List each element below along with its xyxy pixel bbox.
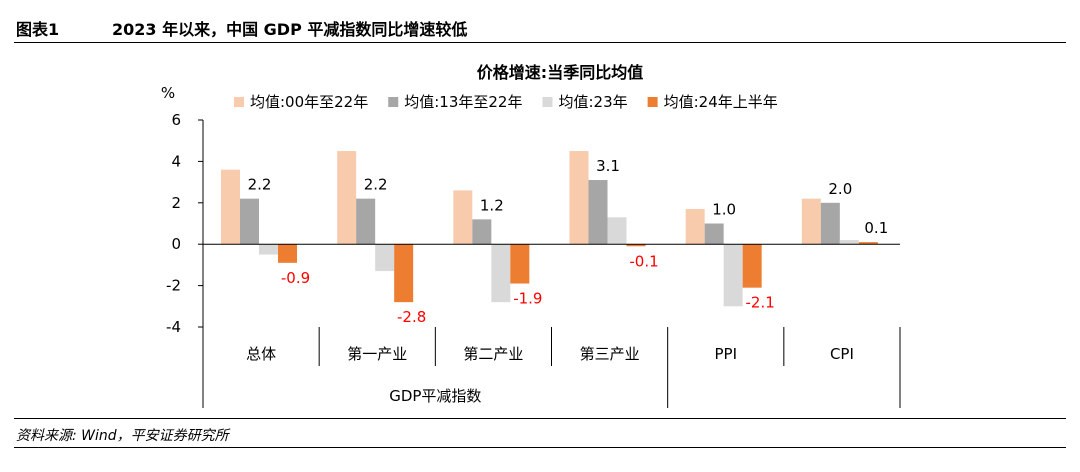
y-tick-label-4: -2 bbox=[166, 277, 181, 295]
legend-label-2: 均值:23年 bbox=[558, 93, 627, 111]
bar-3-1 bbox=[394, 244, 414, 303]
data-label-gray-1: 2.2 bbox=[364, 176, 388, 194]
data-label-gray-4: 1.0 bbox=[712, 201, 736, 219]
bar-3-2 bbox=[510, 244, 530, 284]
data-label-orange-4: -2.1 bbox=[746, 294, 775, 312]
data-label-orange-0: -0.9 bbox=[281, 269, 310, 287]
bar-1-4 bbox=[704, 223, 724, 245]
category-label-2: 第二产业 bbox=[463, 345, 523, 363]
legend-label-1: 均值:13年至22年 bbox=[404, 93, 522, 111]
category-label-1: 第一产业 bbox=[347, 345, 407, 363]
legend-swatch-3 bbox=[647, 97, 658, 107]
data-label-orange-2: -1.9 bbox=[513, 290, 542, 308]
data-label-gray-2: 1.2 bbox=[480, 196, 504, 214]
bar-3-3 bbox=[626, 244, 646, 247]
bar-3-5 bbox=[858, 242, 878, 245]
legend-swatch-2 bbox=[542, 97, 553, 107]
bar-2-2 bbox=[491, 244, 511, 303]
bar-0-4 bbox=[685, 209, 705, 245]
bar-0-5 bbox=[801, 198, 821, 245]
y-tick-label-2: 2 bbox=[171, 194, 181, 212]
source-note: 资料来源: Wind，平安证券研究所 bbox=[16, 428, 229, 444]
bar-1-1 bbox=[356, 198, 376, 245]
figure-footer: 资料来源: Wind，平安证券研究所 bbox=[14, 418, 1066, 448]
figure-header: 图表1 2023 年以来，中国 GDP 平减指数同比增速较低 bbox=[14, 4, 1066, 43]
bar-1-2 bbox=[472, 219, 492, 245]
group-label: GDP平减指数 bbox=[389, 387, 481, 405]
figure-label: 图表1 bbox=[16, 20, 60, 39]
bar-1-3 bbox=[588, 180, 608, 245]
bar-2-0 bbox=[259, 244, 278, 255]
bar-0-2 bbox=[453, 190, 473, 245]
y-tick-label-5: -4 bbox=[166, 318, 181, 336]
bar-2-5 bbox=[839, 240, 859, 245]
data-label-orange-5: 0.1 bbox=[864, 219, 888, 237]
category-label-0: 总体 bbox=[246, 345, 276, 363]
bar-2-1 bbox=[375, 244, 395, 272]
category-label-4: PPI bbox=[714, 345, 737, 363]
bar-1-0 bbox=[240, 198, 259, 245]
bar-3-0 bbox=[278, 244, 297, 263]
legend-swatch-0 bbox=[234, 97, 244, 107]
data-label-gray-0: 2.2 bbox=[248, 176, 272, 194]
bar-2-4 bbox=[723, 244, 743, 307]
figure-title: 2023 年以来，中国 GDP 平减指数同比增速较低 bbox=[112, 20, 468, 39]
data-label-orange-3: -0.1 bbox=[629, 252, 658, 270]
legend-label-0: 均值:00年至22年 bbox=[250, 93, 368, 111]
bar-3-4 bbox=[742, 244, 762, 288]
data-label-gray-5: 2.0 bbox=[828, 180, 852, 198]
category-label-5: CPI bbox=[830, 345, 854, 363]
y-tick-label-1: 4 bbox=[171, 152, 181, 170]
bar-0-0 bbox=[221, 169, 240, 245]
y-tick-label-0: 6 bbox=[171, 111, 181, 129]
y-axis-unit: % bbox=[161, 84, 175, 102]
bar-0-1 bbox=[337, 151, 357, 245]
bar-1-5 bbox=[820, 202, 840, 245]
y-tick-label-3: 0 bbox=[171, 235, 181, 253]
legend-label-3: 均值:24年上半年 bbox=[664, 93, 778, 111]
legend-swatch-1 bbox=[388, 97, 399, 107]
data-label-orange-1: -2.8 bbox=[397, 308, 426, 326]
bar-0-3 bbox=[569, 151, 589, 245]
data-label-gray-3: 3.1 bbox=[596, 157, 620, 175]
chart-title: 价格增速:当季同比均值 bbox=[477, 63, 643, 82]
bar-2-3 bbox=[607, 217, 627, 245]
category-label-3: 第三产业 bbox=[580, 345, 640, 363]
